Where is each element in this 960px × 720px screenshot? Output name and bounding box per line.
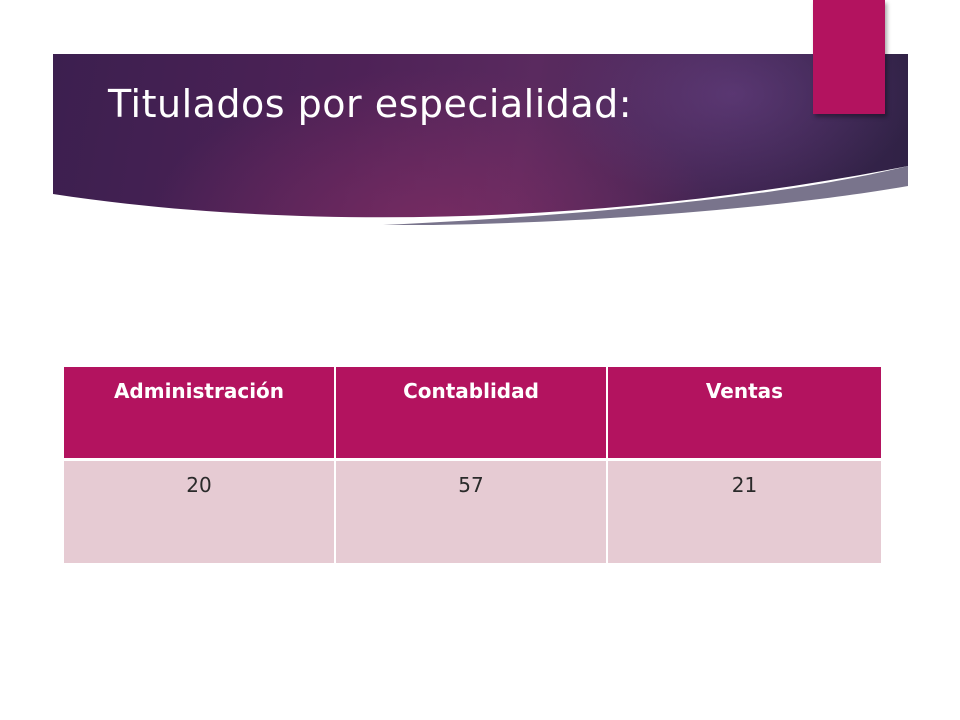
cell-administracion: 20 [64, 459, 336, 563]
header-ventas: Ventas [607, 367, 881, 461]
accent-tab [813, 0, 885, 114]
slide-title: Titulados por especialidad: [108, 82, 633, 126]
graduates-table: Administración Contablidad Ventas 20 57 … [64, 367, 881, 563]
banner-curve-decoration [53, 166, 908, 225]
header-row: Administración Contablidad Ventas [64, 367, 881, 461]
table-row: 20 57 21 [64, 459, 881, 563]
table-header: Administración Contablidad Ventas [64, 367, 881, 461]
header-administracion: Administración [64, 367, 336, 461]
title-banner [53, 54, 908, 225]
header-contablidad: Contablidad [335, 367, 608, 461]
cell-ventas: 21 [607, 459, 881, 563]
cell-contablidad: 57 [335, 459, 608, 563]
table-body: 20 57 21 [64, 459, 881, 563]
